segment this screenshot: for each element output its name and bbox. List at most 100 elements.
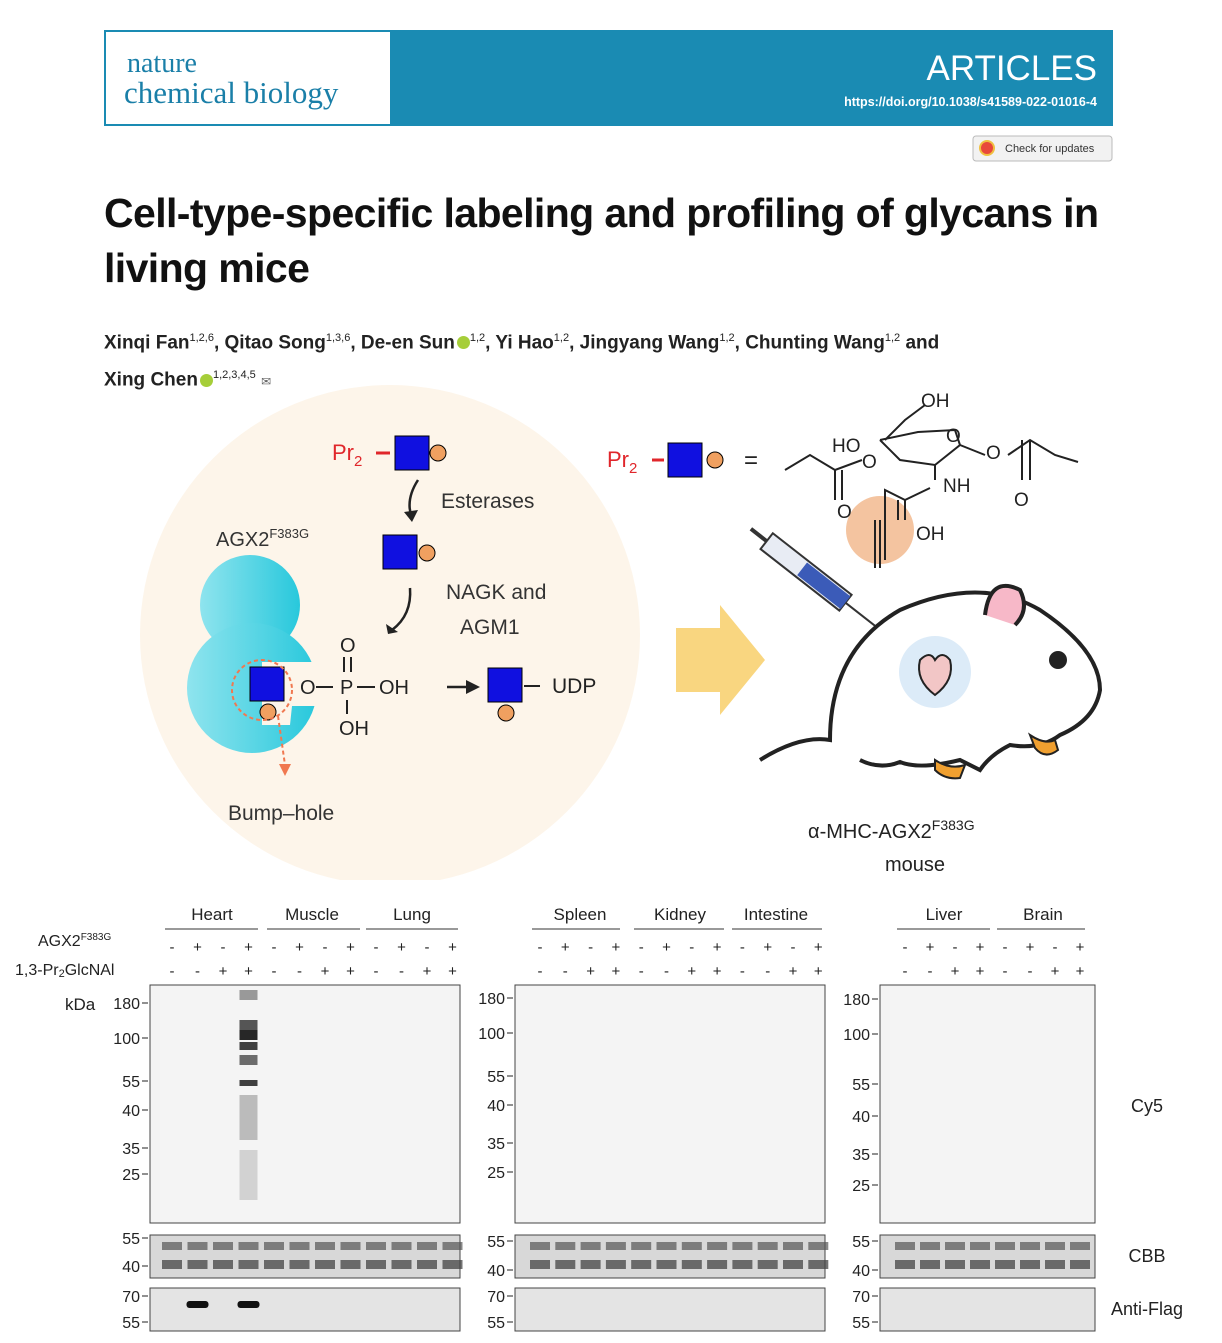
orcid-icon[interactable]	[199, 373, 213, 387]
mouse-label: mouse	[885, 854, 945, 876]
cbb-gel	[514, 1234, 826, 1279]
cbb-band	[945, 1242, 965, 1250]
lane-sign: -	[170, 963, 175, 980]
blot-label: CBB	[1128, 1246, 1165, 1266]
cbb-band	[995, 1242, 1015, 1250]
check-updates-text[interactable]: Check for updates	[1005, 143, 1095, 155]
mw-marker: 25	[852, 1178, 870, 1195]
cbb-band	[631, 1242, 652, 1250]
lane-sign: -	[538, 963, 543, 980]
journal-box	[106, 32, 390, 124]
cy5-band	[239, 1150, 258, 1200]
glcnac-square	[382, 534, 418, 570]
cy5-band	[239, 990, 258, 1000]
atom: O	[837, 502, 852, 523]
cbb-band	[238, 1242, 259, 1250]
cbb-gel	[879, 1234, 1096, 1279]
equals-sign: =	[744, 447, 758, 474]
lane-sign: -	[195, 963, 200, 980]
mw-marker: 35	[852, 1147, 870, 1164]
cbb-band	[187, 1260, 208, 1269]
cbb-band	[315, 1260, 335, 1269]
tissue-label: Muscle	[285, 905, 339, 924]
lane-sign: +	[976, 963, 985, 980]
tissue-label: Brain	[1023, 905, 1063, 924]
atom: OH	[921, 391, 950, 412]
lane-sign: +	[448, 939, 457, 956]
lane-sign: +	[1076, 939, 1085, 956]
affiliation: 1,2	[469, 332, 486, 344]
doi: https://doi.org/10.1038/s41589-022-01016…	[844, 95, 1097, 109]
cy5-gel	[879, 984, 1096, 1224]
unit-label: kDa	[65, 995, 96, 1014]
atom: NH	[943, 476, 970, 497]
mw-marker: 55	[487, 1234, 505, 1251]
cy5-band	[239, 1042, 258, 1050]
row-label: AGX2F383G	[38, 932, 111, 950]
mw-marker: 100	[843, 1027, 870, 1044]
lane-sign: +	[219, 963, 228, 980]
cbb-band	[417, 1260, 437, 1269]
lane-sign: -	[765, 963, 770, 980]
cbb-band	[656, 1260, 677, 1269]
separator: ,	[569, 332, 575, 354]
cbb-band	[289, 1242, 310, 1250]
cbb-band	[264, 1260, 284, 1269]
cbb-band	[681, 1260, 702, 1269]
cbb-band	[732, 1242, 753, 1250]
cbb-band	[340, 1260, 361, 1269]
cbb-band	[162, 1260, 182, 1269]
atom: OH	[916, 524, 945, 545]
mw-marker: 55	[122, 1315, 140, 1332]
lane-sign: +	[346, 939, 355, 956]
cbb-band	[995, 1260, 1015, 1269]
cbb-band	[417, 1242, 437, 1250]
lane-sign: +	[789, 963, 798, 980]
cbb-band	[391, 1242, 412, 1250]
pr-label: Pr2	[332, 440, 362, 470]
lane-sign: +	[244, 963, 253, 980]
mouse-ear	[983, 583, 1026, 627]
author: Chunting Wang	[745, 332, 885, 354]
glcnac-square	[667, 442, 703, 478]
mw-marker: 55	[852, 1315, 870, 1332]
arrowhead	[386, 624, 398, 634]
lane-sign: -	[639, 939, 644, 956]
lane-sign: -	[563, 963, 568, 980]
orcid-icon[interactable]	[456, 336, 470, 350]
separator: ,	[213, 332, 220, 354]
mw-marker: 55	[122, 1231, 140, 1248]
atom: O	[862, 452, 877, 473]
mw-marker: 55	[122, 1074, 140, 1091]
cbb-band	[783, 1260, 803, 1269]
author: Xinqi Fan	[104, 332, 190, 354]
cbb-gel	[149, 1234, 461, 1279]
cbb-band	[757, 1260, 778, 1269]
cbb-band	[580, 1260, 601, 1269]
lane-sign: +	[1076, 963, 1085, 980]
conjunction: and	[905, 332, 940, 354]
cbb-band	[442, 1260, 463, 1269]
cbb-band	[162, 1242, 182, 1250]
affiliation: 1,2	[884, 332, 901, 344]
lane-sign: +	[1026, 939, 1035, 956]
mw-marker: 100	[113, 1031, 140, 1048]
email-icon[interactable]: ✉	[261, 374, 272, 389]
cy5-band	[239, 1055, 258, 1065]
mw-marker: 40	[487, 1263, 505, 1280]
cbb-band	[707, 1242, 728, 1250]
flag-band	[237, 1301, 260, 1308]
cbb-band	[970, 1242, 990, 1250]
affiliation: 1,2,6	[189, 332, 214, 344]
cbb-band	[366, 1260, 386, 1269]
lane-sign: +	[662, 939, 671, 956]
cy5-band	[239, 1030, 258, 1040]
affiliation: 1,2	[553, 332, 570, 344]
cbb-band	[970, 1260, 990, 1269]
check-updates-button[interactable]	[972, 135, 1113, 162]
syringe-liquid	[797, 562, 851, 610]
enzyme-label: Esterases	[441, 490, 534, 513]
cbb-band	[213, 1260, 233, 1269]
